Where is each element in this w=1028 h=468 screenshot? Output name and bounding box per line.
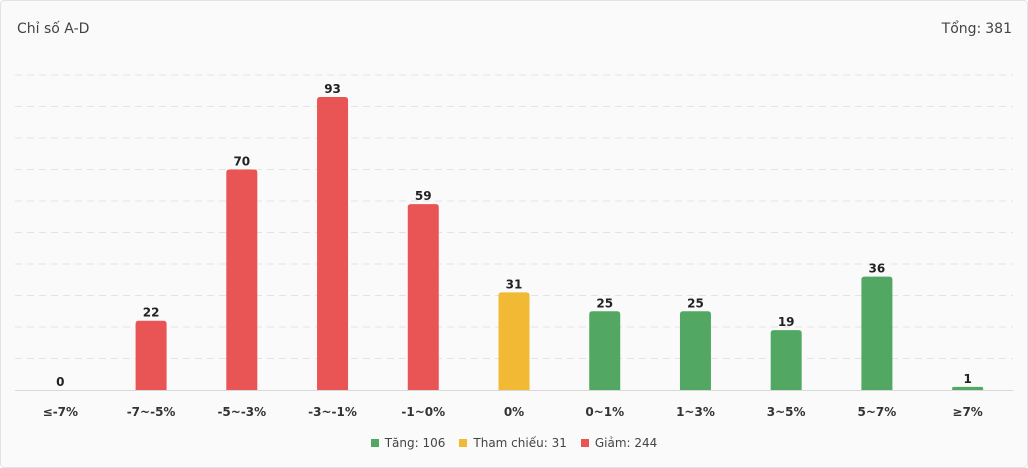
legend-label: Tham chiếu: 31 bbox=[473, 436, 567, 450]
legend-swatch bbox=[580, 439, 589, 447]
legend-item[interactable]: Tham chiếu: 31 bbox=[459, 436, 567, 450]
legend-item[interactable]: Giảm: 244 bbox=[580, 436, 658, 450]
bar-value-label: 19 bbox=[778, 315, 795, 329]
bar[interactable] bbox=[135, 320, 167, 390]
bar[interactable] bbox=[861, 276, 893, 390]
bar-value-label: 1 bbox=[963, 372, 971, 386]
legend-item[interactable]: Tăng: 106 bbox=[370, 436, 446, 450]
bar[interactable] bbox=[952, 386, 984, 390]
bar-value-label: 70 bbox=[233, 155, 250, 169]
total-count: Tổng: 381 bbox=[942, 21, 1012, 37]
x-tick-label: -3~-1% bbox=[308, 405, 357, 419]
bar-value-label: 93 bbox=[324, 82, 341, 96]
bar[interactable] bbox=[589, 311, 621, 390]
chart-title: Chỉ số A-D bbox=[17, 21, 90, 37]
bar[interactable] bbox=[679, 311, 711, 390]
x-tick-label: -7~-5% bbox=[127, 405, 176, 419]
x-tick-label: -1~0% bbox=[401, 405, 445, 419]
bar-value-label: 31 bbox=[506, 277, 523, 291]
x-tick-label: 0% bbox=[504, 405, 524, 419]
x-tick-label: ≤-7% bbox=[43, 405, 78, 419]
bar-value-label: 22 bbox=[143, 306, 160, 320]
chart-legend: Tăng: 106 Tham chiếu: 31 Giảm: 244 bbox=[0, 436, 1028, 450]
x-tick-label: 5~7% bbox=[858, 405, 897, 419]
bar-value-label: 25 bbox=[596, 296, 613, 310]
x-tick-label: ≥7% bbox=[952, 405, 982, 419]
x-tick-label: 1~3% bbox=[676, 405, 715, 419]
x-tick-label: -5~-3% bbox=[217, 405, 266, 419]
x-tick-label: 0~1% bbox=[585, 405, 624, 419]
legend-swatch bbox=[370, 439, 379, 447]
bar-value-label: 0 bbox=[56, 375, 64, 389]
total-value: 381 bbox=[985, 21, 1012, 37]
legend-label: Giảm: 244 bbox=[594, 436, 658, 450]
bar[interactable] bbox=[498, 292, 530, 390]
legend-label: Tăng: 106 bbox=[384, 436, 446, 450]
x-tick-label: 3~5% bbox=[767, 405, 806, 419]
bar-value-label: 59 bbox=[415, 189, 432, 203]
bar[interactable] bbox=[317, 97, 349, 391]
bar[interactable] bbox=[770, 330, 802, 390]
bar[interactable] bbox=[407, 204, 439, 390]
bar-value-label: 36 bbox=[869, 262, 886, 276]
total-label: Tổng: bbox=[941, 21, 982, 37]
legend-swatch bbox=[459, 439, 468, 447]
bar[interactable] bbox=[226, 169, 258, 391]
bar-value-label: 25 bbox=[687, 296, 704, 310]
